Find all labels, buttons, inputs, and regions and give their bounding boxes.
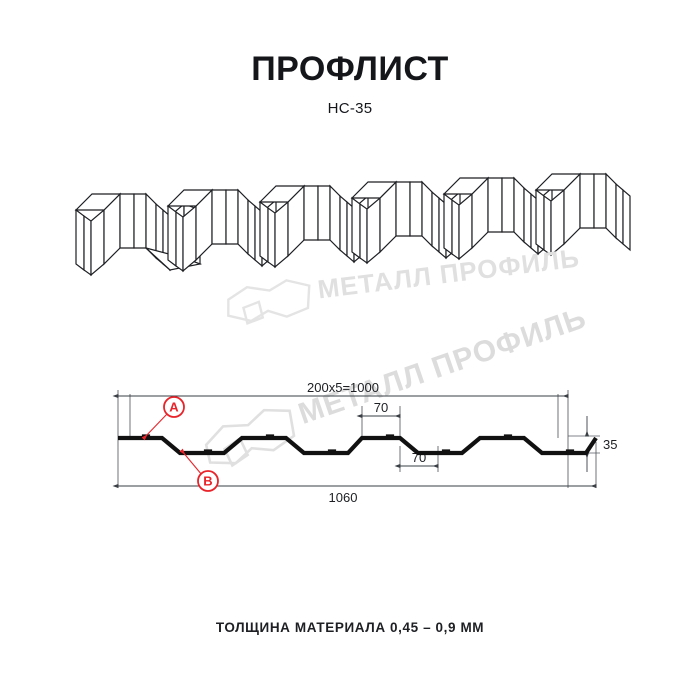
dimension-lines [112, 393, 597, 489]
dim-label-total-width: 1060 [329, 490, 358, 505]
callout-a: A [141, 396, 185, 441]
product-model-subtitle: НС-35 [327, 99, 373, 117]
callout-b: B [179, 448, 219, 492]
dim-label-top-span: 200x5=1000 [307, 380, 379, 395]
header: ПРОФЛИСТ НС-35 [0, 50, 700, 117]
dim-label-profile-height: 35 [603, 437, 617, 452]
iso-panels [74, 172, 631, 277]
isometric-profile-view-final [60, 172, 640, 320]
isometric-profile-final-svg [60, 172, 640, 320]
material-thickness-note: ТОЛЩИНА МАТЕРИАЛА 0,45 – 0,9 ММ [215, 620, 485, 635]
callout-a-leader [141, 412, 169, 441]
callout-a-circle [163, 396, 185, 418]
profile-section-path [118, 434, 598, 456]
callout-b-leader [179, 448, 203, 476]
cross-section-svg: 200x5=1000 1060 70 70 35 A [112, 380, 617, 505]
cross-section-view: 200x5=1000 1060 70 70 35 A [100, 380, 620, 510]
callout-b-label: B [203, 474, 212, 489]
dim-label-crest-width: 70 [374, 400, 388, 415]
page-title: ПРОФЛИСТ [251, 50, 449, 88]
callout-b-circle [197, 470, 219, 492]
callout-a-label: A [169, 400, 179, 415]
